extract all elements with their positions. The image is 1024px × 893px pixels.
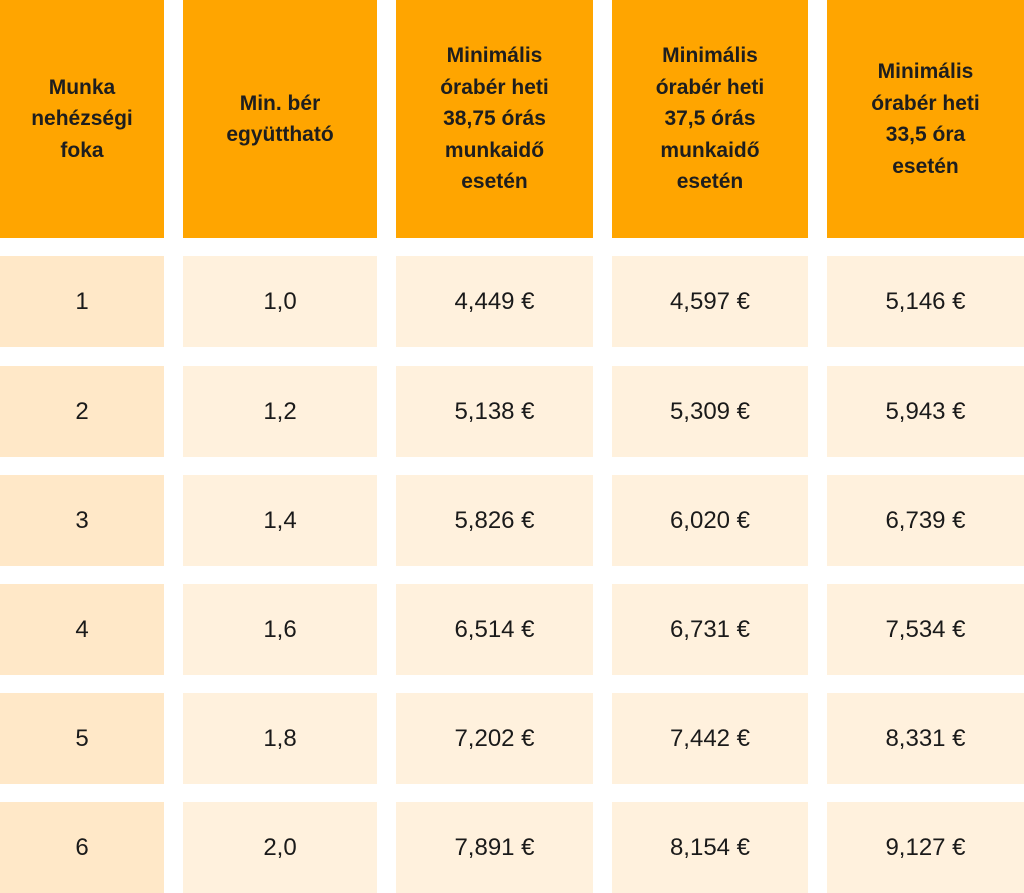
cell-wage-37-5: 4,597 € <box>612 256 808 347</box>
cell-coefficient: 2,0 <box>183 802 377 893</box>
cell-coefficient: 1,0 <box>183 256 377 347</box>
cell-difficulty: 3 <box>0 475 164 566</box>
cell-coefficient: 1,2 <box>183 366 377 457</box>
cell-wage-37-5: 5,309 € <box>612 366 808 457</box>
cell-difficulty: 5 <box>0 693 164 784</box>
cell-wage-33-5: 8,331 € <box>827 693 1024 784</box>
cell-wage-38-75: 7,891 € <box>396 802 593 893</box>
cell-difficulty: 6 <box>0 802 164 893</box>
header-label: Minimális órabér heti 37,5 órás munkaidő… <box>655 44 765 194</box>
cell-coefficient: 1,8 <box>183 693 377 784</box>
cell-wage-38-75: 5,826 € <box>396 475 593 566</box>
cell-coefficient: 1,4 <box>183 475 377 566</box>
cell-wage-33-5: 5,146 € <box>827 256 1024 347</box>
cell-coefficient: 1,6 <box>183 584 377 675</box>
header-label: Munka nehézségi foka <box>31 75 133 162</box>
header-label: Minimális órabér heti 38,75 órás munkaid… <box>440 44 549 194</box>
cell-wage-33-5: 5,943 € <box>827 366 1024 457</box>
header-label: Minimális órabér heti 33,5 óra esetén <box>871 60 980 178</box>
cell-difficulty: 4 <box>0 584 164 675</box>
cell-difficulty: 1 <box>0 256 164 347</box>
cell-wage-38-75: 5,138 € <box>396 366 593 457</box>
header-wage-coefficient: Min. bér együttható <box>183 0 377 238</box>
cell-wage-38-75: 6,514 € <box>396 584 593 675</box>
cell-wage-37-5: 6,731 € <box>612 584 808 675</box>
cell-difficulty: 2 <box>0 366 164 457</box>
cell-wage-37-5: 6,020 € <box>612 475 808 566</box>
cell-wage-37-5: 7,442 € <box>612 693 808 784</box>
cell-wage-33-5: 9,127 € <box>827 802 1024 893</box>
cell-wage-38-75: 4,449 € <box>396 256 593 347</box>
cell-wage-37-5: 8,154 € <box>612 802 808 893</box>
cell-wage-33-5: 7,534 € <box>827 584 1024 675</box>
header-hourly-wage-33-5: Minimális órabér heti 33,5 óra esetén <box>827 0 1024 238</box>
header-work-difficulty: Munka nehézségi foka <box>0 0 164 238</box>
header-hourly-wage-38-75: Minimális órabér heti 38,75 órás munkaid… <box>396 0 593 238</box>
header-hourly-wage-37-5: Minimális órabér heti 37,5 órás munkaidő… <box>612 0 808 238</box>
cell-wage-33-5: 6,739 € <box>827 475 1024 566</box>
header-label: Min. bér együttható <box>226 91 334 147</box>
cell-wage-38-75: 7,202 € <box>396 693 593 784</box>
